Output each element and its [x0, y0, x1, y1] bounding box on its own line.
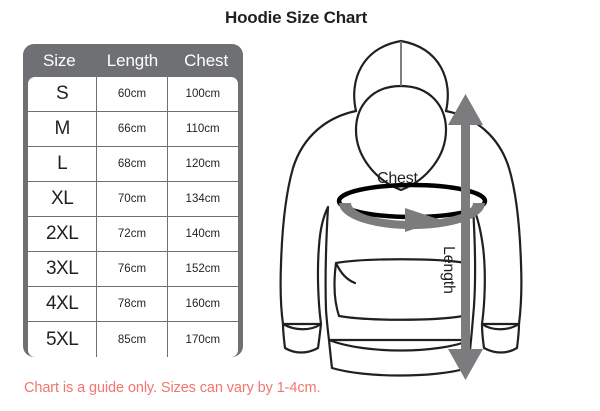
size-chart-table: Size Length Chest S 60cm 100cm M 66cm 11… [23, 44, 243, 357]
cell-length: 70cm [97, 182, 168, 217]
cell-length: 60cm [97, 77, 168, 112]
cell-size: 5XL [28, 322, 98, 357]
table-header-row: Size Length Chest [23, 44, 243, 77]
cell-size: 4XL [28, 287, 98, 322]
cell-chest: 160cm [167, 287, 238, 322]
disclaimer-text: Chart is a guide only. Sizes can vary by… [24, 380, 321, 396]
table-row: S 60cm 100cm [23, 77, 243, 112]
table-row: 4XL 78cm 160cm [23, 287, 243, 322]
hoodie-outline-icon [279, 39, 523, 377]
table-row: 3XL 76cm 152cm [23, 252, 243, 287]
cell-chest: 110cm [167, 112, 238, 147]
cell-chest: 170cm [167, 322, 238, 357]
chest-label: Chest [377, 170, 418, 187]
length-label: Length [440, 246, 457, 294]
cell-size: S [28, 77, 98, 112]
cell-length: 78cm [97, 287, 168, 322]
cell-chest: 140cm [167, 217, 238, 252]
cell-chest: 134cm [167, 182, 238, 217]
column-header-length: Length [106, 50, 159, 70]
cell-chest: 100cm [167, 77, 238, 112]
hoodie-diagram: Chest Length [255, 18, 600, 380]
page-title: Hoodie Size Chart [225, 8, 368, 27]
table-row: 2XL 72cm 140cm [23, 217, 243, 252]
cell-size: XL [28, 182, 98, 217]
cell-chest: 120cm [167, 147, 238, 182]
cell-length: 66cm [97, 112, 168, 147]
column-header-size: Size [42, 50, 76, 70]
cell-size: M [28, 112, 98, 147]
cell-size: L [28, 147, 98, 182]
cell-size: 3XL [28, 252, 98, 287]
table-row: XL 70cm 134cm [23, 182, 243, 217]
column-header-chest: Chest [184, 50, 229, 70]
cell-chest: 152cm [167, 252, 238, 287]
cell-length: 68cm [97, 147, 168, 182]
table-row: M 66cm 110cm [23, 112, 243, 147]
cell-size: 2XL [28, 217, 98, 252]
cell-length: 76cm [97, 252, 168, 287]
table-row: 5XL 85cm 170cm [23, 322, 243, 357]
table-row: L 68cm 120cm [23, 147, 243, 182]
cell-length: 85cm [97, 322, 168, 357]
length-measure-arrow [448, 94, 483, 380]
cell-length: 72cm [97, 217, 168, 252]
chest-rotation-arrow [339, 203, 485, 232]
